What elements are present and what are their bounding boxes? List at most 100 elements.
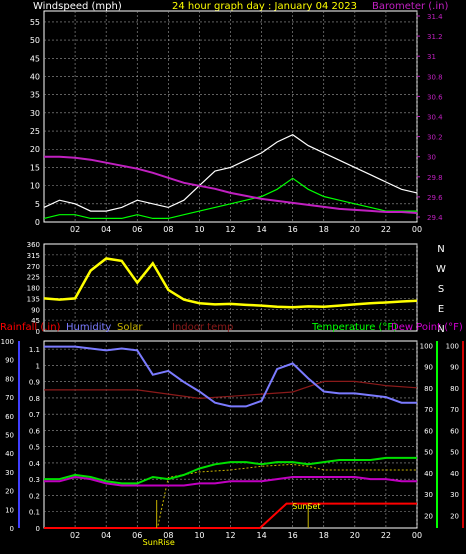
direction-y-tick-label: 315 xyxy=(27,252,40,260)
rain-y-tick-label: 0.1 xyxy=(29,509,40,517)
legend-humidity: Humidity xyxy=(66,322,111,333)
direction-y-tick-label: 225 xyxy=(27,274,40,282)
temp-y-tick-label: 100 xyxy=(420,342,433,350)
gust-series xyxy=(43,177,417,219)
x-tick-label: 02 xyxy=(70,225,80,234)
wind-y-tick-label: 45 xyxy=(30,54,40,63)
wind-y-tick-label: 50 xyxy=(30,36,40,45)
temp-y-tick-label: 60 xyxy=(424,427,433,435)
x-tick-label: 04 xyxy=(101,225,111,234)
direction-y-axis: 0 45 90 135 180 225 270 315 360 xyxy=(27,241,40,336)
wind-y-tick-label: 25 xyxy=(30,127,40,136)
windspeed-series xyxy=(43,134,418,212)
dew-y-tick-label: 60 xyxy=(450,427,459,435)
wind-y-tick-label: 5 xyxy=(35,200,40,209)
humidity-y-tick-label: 80 xyxy=(5,375,14,383)
dewpoint-y-axis: 20 30 40 50 60 70 80 90 100 xyxy=(446,342,459,520)
temp-y-tick-label: 30 xyxy=(424,491,433,499)
temperature-series xyxy=(44,456,417,485)
barometer-y-axis: 29.4 29.6 29.8 30 30.2 30.4 30.6 30.8 31 31.2 31.4 xyxy=(417,13,443,222)
temp-y-tick-label: 90 xyxy=(424,364,433,372)
rain-y-tick-label: 1 xyxy=(36,362,40,370)
humidity-y-tick-label: 30 xyxy=(5,469,14,477)
legend-indoor-temp: Indoor temp xyxy=(172,322,233,333)
temp-y-tick-label: 20 xyxy=(424,512,433,520)
x-tick-label: 14 xyxy=(256,225,266,234)
wind-y-tick-label: 55 xyxy=(30,18,40,27)
baro-y-tick-label: 31.2 xyxy=(427,33,443,41)
dew-y-tick-label: 20 xyxy=(450,512,459,520)
x-tick-label: 06 xyxy=(132,225,142,234)
direction-series xyxy=(43,257,418,309)
humidity-y-tick-label: 90 xyxy=(5,357,14,365)
baro-y-tick-label: 29.6 xyxy=(427,194,443,202)
wind-y-tick-label: 10 xyxy=(30,182,40,191)
x-tick-label: 12 xyxy=(225,531,235,540)
rain-y-tick-label: 1.1 xyxy=(29,346,40,354)
x-tick-label: 02 xyxy=(70,531,80,540)
wind-y-tick-label: 40 xyxy=(30,72,40,81)
rain-y-tick-label: 0.9 xyxy=(29,379,40,387)
x-tick-label: 18 xyxy=(319,225,329,234)
humidity-y-tick-label: 60 xyxy=(5,413,14,421)
temperature-y-axis: 20 30 40 50 60 70 80 90 100 xyxy=(420,342,433,520)
humidity-series xyxy=(44,345,417,408)
rain-y-tick-label: 0.2 xyxy=(29,492,40,500)
direction-y-tick-label: 135 xyxy=(27,295,40,303)
lower-legend: Rainfall (.in) Humidity Solar Indoor tem… xyxy=(0,322,463,333)
wind-y-tick-label: 30 xyxy=(30,109,40,118)
rainfall-series xyxy=(44,502,417,529)
rain-y-tick-label: 0.5 xyxy=(29,444,40,452)
baro-y-tick-label: 30.2 xyxy=(427,134,443,142)
wind-panel: 0 5 10 15 20 25 30 35 40 45 50 55 29.4 29.6 29.8 30 30.… xyxy=(30,10,443,234)
baro-y-tick-label: 29.4 xyxy=(427,214,443,222)
legend-rainfall: Rainfall (.in) xyxy=(0,322,61,333)
wind-y-tick-label: 35 xyxy=(30,91,40,100)
dew-y-tick-label: 50 xyxy=(450,449,459,457)
x-tick-label: 20 xyxy=(350,225,360,234)
x-tick-label: 18 xyxy=(319,531,329,540)
compass-label: N xyxy=(437,244,444,255)
legend-temperature: Temperature (°F) xyxy=(311,322,397,333)
legend-solar: Solar xyxy=(117,322,143,333)
rain-y-tick-label: 0.4 xyxy=(29,460,41,468)
direction-y-tick-label: 90 xyxy=(31,306,40,314)
x-tick-label: 22 xyxy=(381,531,391,540)
wind-y-axis: 0 5 10 15 20 25 30 35 40 45 50 55 xyxy=(30,18,40,227)
rain-y-tick-label: 0.6 xyxy=(29,427,41,435)
dewpoint-series xyxy=(44,475,417,487)
x-tick-label: 00 xyxy=(412,225,422,234)
wind-y-tick-label: 15 xyxy=(30,163,40,172)
rain-y-tick-label: 0.3 xyxy=(29,476,40,484)
lower-grid xyxy=(44,341,418,528)
direction-y-tick-label: 180 xyxy=(27,285,40,293)
baro-y-tick-label: 30 xyxy=(427,154,436,162)
rain-y-tick-label: 0.8 xyxy=(29,395,40,403)
direction-y-tick-label: 45 xyxy=(31,317,40,325)
direction-grid xyxy=(44,244,418,331)
rain-y-tick-label: 0 xyxy=(36,525,40,533)
direction-y-tick-label: 0 xyxy=(36,328,40,336)
x-tick-label: 04 xyxy=(101,531,111,540)
x-tick-label: 00 xyxy=(412,531,422,540)
compass-label: W xyxy=(436,264,446,275)
humidity-y-tick-label: 40 xyxy=(5,450,14,458)
x-tick-label: 08 xyxy=(163,225,173,234)
lower-x-axis: 02 04 06 08 10 12 14 16 18 20 22 00 xyxy=(70,531,422,540)
dew-y-tick-label: 80 xyxy=(450,385,459,393)
baro-y-tick-label: 31.4 xyxy=(427,13,443,21)
windspeed-axis-label: Windspeed (mph) xyxy=(33,1,122,12)
baro-y-tick-label: 30.6 xyxy=(427,93,443,101)
wind-y-tick-label: 0 xyxy=(35,218,40,227)
temp-y-tick-label: 70 xyxy=(424,406,433,414)
humidity-y-tick-label: 50 xyxy=(5,432,14,440)
humidity-y-axis: 0 10 20 30 40 50 60 70 80 90 100 xyxy=(1,338,14,533)
humidity-y-tick-label: 70 xyxy=(5,394,14,402)
rainfall-y-axis: 0 0.1 0.2 0.3 0.4 0.5 0.6 0.7 0.8 0.9 1 1.1 xyxy=(29,346,41,533)
sunrise-label: SunRise xyxy=(143,538,175,547)
x-tick-label: 12 xyxy=(225,225,235,234)
